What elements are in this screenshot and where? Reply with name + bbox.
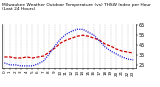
Text: Milwaukee Weather Outdoor Temperature (vs) THSW Index per Hour (Last 24 Hours): Milwaukee Weather Outdoor Temperature (v… — [2, 3, 150, 11]
